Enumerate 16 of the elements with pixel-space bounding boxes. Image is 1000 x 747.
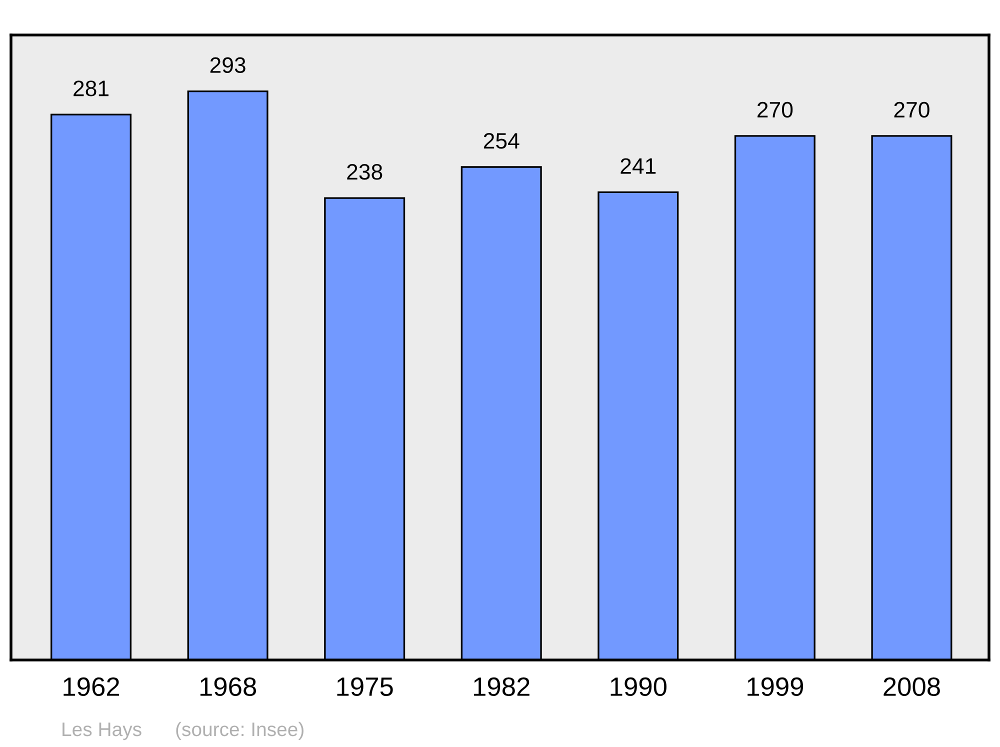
data-label: 254 — [484, 132, 520, 149]
x-tick-label: 1975 — [337, 677, 393, 696]
data-label: 238 — [347, 164, 382, 180]
data-label: 270 — [758, 102, 793, 118]
x-tick-label: 2008 — [884, 677, 940, 696]
x-tick-label: 1990 — [610, 677, 666, 696]
x-tick-label: 1962 — [64, 677, 120, 696]
data-label: 281 — [74, 80, 108, 96]
data-label: 293 — [210, 57, 246, 74]
text: (source: Insee) — [176, 722, 304, 740]
data-label: 241 — [620, 158, 656, 174]
x-tick-label: 1999 — [748, 677, 804, 696]
x-tick-label: 1982 — [474, 677, 530, 696]
text: Les Hays — [62, 722, 142, 740]
x-tick-label: 1968 — [200, 677, 256, 696]
data-label: 270 — [894, 102, 930, 118]
